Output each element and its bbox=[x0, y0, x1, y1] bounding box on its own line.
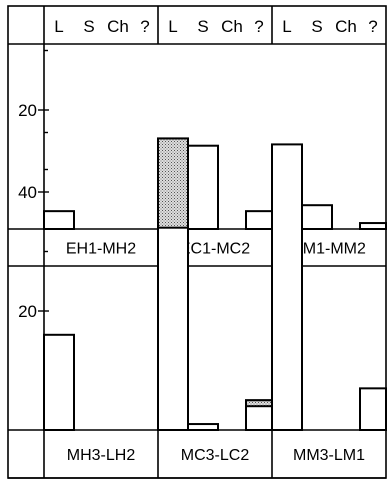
bar-unknown bbox=[359, 387, 387, 432]
group-eh1-mh2: EH1-MH2 bbox=[43, 210, 136, 258]
header-label-ch: Ch bbox=[335, 17, 357, 36]
chart-panels: 20 40 EH1-MH2 EC1-MC2 EM1-MM2 20 40 MH3-LH2 MC3-… bbox=[8, 0, 387, 479]
bar-unknown bbox=[245, 210, 273, 230]
group-mc3-lc2: MC3-LC2 bbox=[157, 137, 273, 464]
header-label-unknown: ? bbox=[368, 17, 377, 36]
header-label-l: L bbox=[54, 17, 63, 36]
header-label-unknown: ? bbox=[140, 17, 149, 36]
bar-segment-stippled bbox=[157, 137, 189, 229]
bar-segment-stippled bbox=[245, 399, 273, 408]
group-mm3-lm1: MM3-LM1 bbox=[271, 143, 387, 464]
y-tick-label: 40 bbox=[18, 0, 37, 1]
header-label-s: S bbox=[83, 17, 94, 36]
panel-upper: 20 40 EH1-MH2 EC1-MC2 EM1-MM2 bbox=[8, 0, 387, 267]
bar-s bbox=[301, 204, 333, 230]
header-label-s: S bbox=[311, 17, 322, 36]
group-label: EC1-MC2 bbox=[180, 241, 250, 258]
header-label-l: L bbox=[168, 17, 177, 36]
y-tick-label: 20 bbox=[18, 302, 37, 321]
bar-l bbox=[43, 210, 75, 230]
group-label: MC3-LC2 bbox=[181, 447, 250, 464]
header-label-ch: Ch bbox=[107, 17, 129, 36]
column-header: L S Ch? L S Ch? L S Ch? bbox=[54, 6, 378, 44]
y-tick-label: 40 bbox=[18, 183, 37, 202]
header-label-ch: Ch bbox=[221, 17, 243, 36]
group-mh3-lh2: MH3-LH2 bbox=[43, 333, 136, 464]
group-label: EH1-MH2 bbox=[66, 241, 136, 258]
header-label-unknown: ? bbox=[254, 17, 263, 36]
panel-lower: 20 40 MH3-LH2 MC3-LC2 MM3-LM1 bbox=[8, 131, 387, 479]
group-label: MH3-LH2 bbox=[67, 447, 136, 464]
bar-l bbox=[271, 143, 303, 431]
y-tick-label: 20 bbox=[18, 101, 37, 120]
bar-s bbox=[187, 423, 219, 431]
group-label: EM1-MM2 bbox=[292, 241, 366, 258]
header-label-s: S bbox=[197, 17, 208, 36]
group-label: MM3-LM1 bbox=[293, 447, 365, 464]
bar-s bbox=[187, 144, 219, 230]
header-label-l: L bbox=[282, 17, 291, 36]
bar-unknown bbox=[359, 222, 387, 231]
bar-l bbox=[43, 333, 75, 431]
